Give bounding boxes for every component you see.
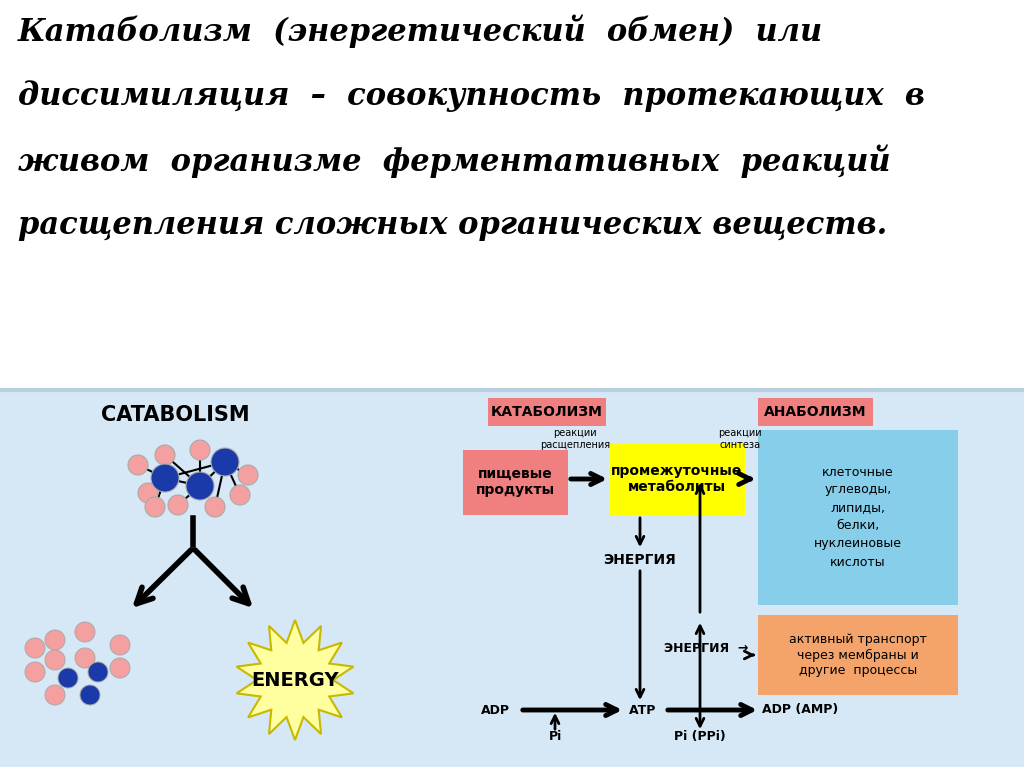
Circle shape [45,650,65,670]
Circle shape [128,455,148,475]
Circle shape [238,465,258,485]
Circle shape [75,648,95,668]
Text: реакции
синтеза: реакции синтеза [718,428,762,449]
Circle shape [110,635,130,655]
Circle shape [80,685,100,705]
Text: активный транспорт
через мембраны и
другие  процессы: активный транспорт через мембраны и друг… [790,634,927,676]
Circle shape [155,445,175,465]
Circle shape [45,630,65,650]
Bar [0,0,1024,390]
FancyBboxPatch shape [758,615,958,695]
Text: диссимиляция  –  совокупность  протекающих  в: диссимиляция – совокупность протекающих … [18,80,925,112]
FancyBboxPatch shape [610,443,745,515]
Circle shape [190,440,210,460]
Text: ЭНЕРГИЯ  →: ЭНЕРГИЯ → [664,641,748,654]
FancyBboxPatch shape [758,398,873,426]
FancyBboxPatch shape [488,398,606,426]
Circle shape [230,485,250,505]
Text: пищевые
продукты: пищевые продукты [475,467,555,497]
Text: ADP (AMP): ADP (AMP) [762,703,839,716]
Bar [0,390,1024,767]
Circle shape [88,662,108,682]
Circle shape [58,668,78,688]
Text: АТР: АТР [630,703,656,716]
Text: Катаболизм  (энергетический  обмен)  или: Катаболизм (энергетический обмен) или [18,15,823,48]
Circle shape [25,638,45,658]
Text: клеточные
углеводы,
липиды,
белки,
нуклеиновые
кислоты: клеточные углеводы, липиды, белки, нукле… [814,466,902,568]
Circle shape [138,483,158,503]
Text: промежуточные
метаболиты: промежуточные метаболиты [611,464,742,494]
Text: АНАБОЛИЗМ: АНАБОЛИЗМ [764,405,866,419]
Circle shape [75,622,95,642]
Text: реакции
расщепления: реакции расщепления [540,428,610,449]
Text: живом  организме  ферментативных  реакций: живом организме ферментативных реакций [18,145,891,179]
Text: ENERGY: ENERGY [251,670,339,690]
Polygon shape [237,620,353,740]
Text: КАТАБОЛИЗМ: КАТАБОЛИЗМ [492,405,603,419]
Text: ADP: ADP [480,703,510,716]
Circle shape [205,497,225,517]
Text: Pi (PPi): Pi (PPi) [674,730,726,743]
Text: расщепления сложных органических веществ.: расщепления сложных органических веществ… [18,210,887,241]
Text: CATABOLISM: CATABOLISM [100,405,249,425]
Text: Pi: Pi [549,730,561,743]
Circle shape [45,685,65,705]
FancyBboxPatch shape [463,450,568,515]
Circle shape [25,662,45,682]
Circle shape [211,448,239,476]
Circle shape [110,658,130,678]
FancyBboxPatch shape [758,430,958,605]
Circle shape [168,495,188,515]
Text: ЭНЕРГИЯ: ЭНЕРГИЯ [603,553,677,567]
Circle shape [186,472,214,500]
Circle shape [151,464,179,492]
Circle shape [145,497,165,517]
